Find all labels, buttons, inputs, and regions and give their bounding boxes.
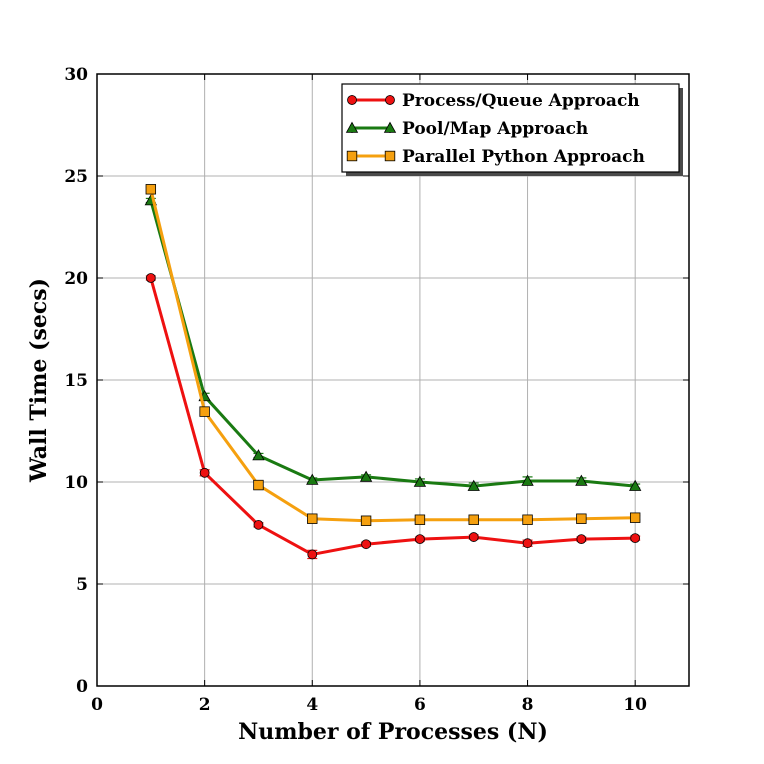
x-tick-label: 6 xyxy=(414,695,426,715)
x-axis-label: Number of Processes (N) xyxy=(238,719,548,745)
data-point-process-queue-approach xyxy=(253,519,264,530)
y-tick-label: 5 xyxy=(76,575,88,595)
series-pool-map-approach xyxy=(144,194,642,491)
y-axis-label: Wall Time (secs) xyxy=(26,278,52,483)
data-point-process-queue-approach xyxy=(630,533,641,543)
legend-marker-process-queue-approach xyxy=(385,95,395,105)
y-tick-label: 10 xyxy=(64,473,88,493)
legend-box xyxy=(341,83,680,173)
plot-series xyxy=(144,184,642,560)
axis-ticks: 0 2 4 6 8 10 0 5 10 15 20 25 30 xyxy=(64,65,689,715)
y-tick-label: 30 xyxy=(64,65,88,85)
series-line-pool-map-approach xyxy=(149,200,636,488)
data-point-pool-map-approach xyxy=(413,475,427,487)
data-point-process-queue-approach xyxy=(199,467,210,478)
data-point-parallel-python-approach xyxy=(576,513,587,524)
x-tick-label: 2 xyxy=(199,695,211,715)
data-point-parallel-python-approach xyxy=(414,514,426,525)
legend-label-parallel-python-approach: Parallel Python Approach xyxy=(402,147,645,167)
data-point-process-queue-approach xyxy=(576,534,587,545)
data-point-pool-map-approach xyxy=(306,473,319,485)
data-point-pool-map-approach xyxy=(359,470,373,482)
series-parallel-python-approach xyxy=(145,184,641,526)
data-point-parallel-python-approach xyxy=(629,512,641,523)
y-tick-label: 20 xyxy=(64,269,88,289)
data-point-pool-map-approach xyxy=(467,479,480,491)
data-point-parallel-python-approach xyxy=(360,515,372,526)
legend-marker-parallel-python-approach xyxy=(346,150,358,162)
data-point-process-queue-approach xyxy=(145,273,156,283)
x-tick-label: 4 xyxy=(306,695,318,715)
data-point-parallel-python-approach xyxy=(468,514,479,525)
data-point-parallel-python-approach xyxy=(307,513,318,524)
series-line-process-queue-approach xyxy=(149,277,636,556)
data-point-pool-map-approach xyxy=(521,474,534,486)
data-point-process-queue-approach xyxy=(468,532,479,542)
legend-marker-pool-map-approach xyxy=(383,121,397,133)
data-point-process-queue-approach xyxy=(522,538,533,549)
legend: Process/Queue Approach Pool/Map Approach P… xyxy=(341,83,683,176)
x-tick-label: 8 xyxy=(522,695,534,715)
legend-marker-process-queue-approach xyxy=(347,95,357,105)
data-point-pool-map-approach xyxy=(629,479,642,491)
data-point-process-queue-approach xyxy=(415,534,425,545)
x-tick-label: 0 xyxy=(91,695,103,715)
series-line-parallel-python-approach xyxy=(149,188,636,523)
series-process-queue-approach xyxy=(145,273,641,560)
legend-label-process-queue-approach: Process/Queue Approach xyxy=(402,91,640,111)
data-point-parallel-python-approach xyxy=(253,479,264,491)
y-tick-label: 15 xyxy=(64,371,88,391)
x-tick-label: 10 xyxy=(623,695,647,715)
data-point-pool-map-approach xyxy=(575,474,588,486)
data-point-process-queue-approach xyxy=(307,549,318,560)
data-point-process-queue-approach xyxy=(361,539,371,550)
legend-label-pool-map-approach: Pool/Map Approach xyxy=(402,119,588,139)
data-point-pool-map-approach xyxy=(252,449,265,461)
data-point-parallel-python-approach xyxy=(199,406,210,417)
data-point-parallel-python-approach xyxy=(522,514,533,525)
y-tick-label: 0 xyxy=(76,677,88,697)
data-point-parallel-python-approach xyxy=(145,184,157,195)
y-tick-label: 25 xyxy=(64,167,88,187)
legend-marker-parallel-python-approach xyxy=(384,150,396,162)
legend-marker-pool-map-approach xyxy=(345,121,359,133)
